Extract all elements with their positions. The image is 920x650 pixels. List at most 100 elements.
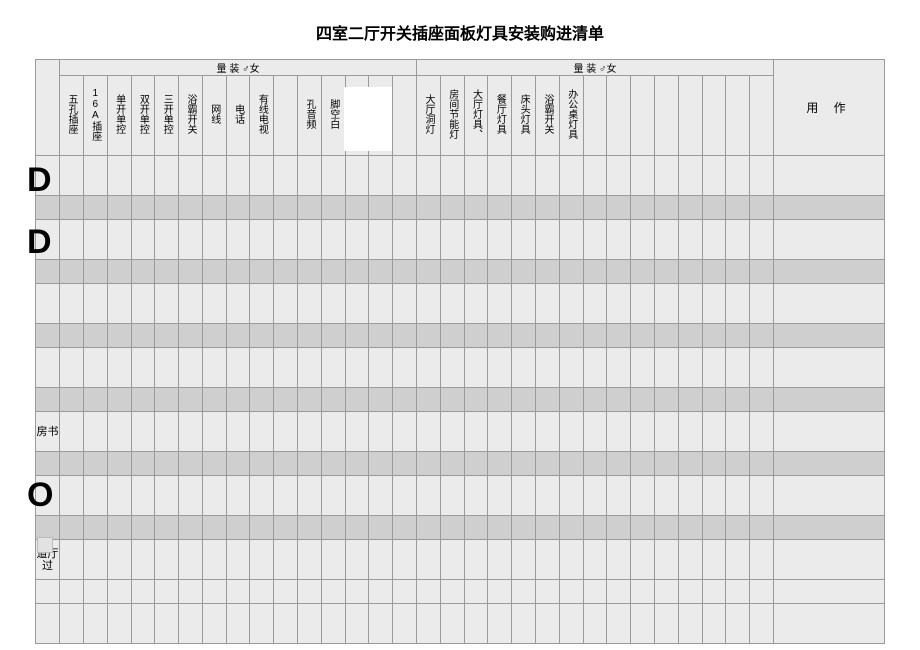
data-cell (155, 324, 179, 348)
column-header: 浴霸开关 (179, 76, 203, 156)
data-cell (226, 284, 250, 324)
column-header (678, 76, 702, 156)
column-header: 孔音频 (298, 76, 322, 156)
data-cell (417, 260, 441, 284)
data-cell (440, 604, 464, 644)
data-cell (345, 260, 369, 284)
data-cell (202, 580, 226, 604)
data-cell (631, 388, 655, 412)
data-cell (631, 580, 655, 604)
data-cell (274, 580, 298, 604)
data-cell (464, 260, 488, 284)
data-cell (488, 348, 512, 388)
data-cell (155, 476, 179, 516)
data-cell (750, 476, 774, 516)
data-cell (464, 540, 488, 580)
data-cell (559, 284, 583, 324)
data-cell (464, 476, 488, 516)
data-cell (750, 220, 774, 260)
data-cell (202, 156, 226, 196)
data-cell (369, 452, 393, 476)
data-cell (298, 580, 322, 604)
data-cell (464, 580, 488, 604)
data-cell (726, 476, 750, 516)
data-cell (321, 324, 345, 348)
data-cell (321, 220, 345, 260)
data-cell (464, 284, 488, 324)
data-cell (202, 284, 226, 324)
data-cell (179, 220, 203, 260)
data-cell (631, 516, 655, 540)
data-cell (678, 260, 702, 284)
data-cell (417, 220, 441, 260)
row-marker-letter: O (27, 476, 53, 515)
data-cell (107, 476, 131, 516)
data-cell (512, 516, 536, 540)
data-cell (631, 412, 655, 452)
data-cell (60, 324, 84, 348)
usage-cell (774, 604, 885, 644)
data-cell (250, 156, 274, 196)
data-cell (83, 580, 107, 604)
data-cell (583, 348, 607, 388)
data-cell (512, 196, 536, 220)
data-cell (726, 284, 750, 324)
data-cell (583, 388, 607, 412)
data-cell (155, 196, 179, 220)
data-cell (298, 388, 322, 412)
data-cell (179, 260, 203, 284)
data-cell (559, 412, 583, 452)
data-cell (440, 540, 464, 580)
data-cell (321, 452, 345, 476)
data-cell (179, 388, 203, 412)
data-cell (726, 220, 750, 260)
data-cell (464, 452, 488, 476)
data-cell (226, 476, 250, 516)
column-header (631, 76, 655, 156)
data-cell (678, 324, 702, 348)
column-header: 餐厅灯具 (488, 76, 512, 156)
data-cell (60, 412, 84, 452)
data-cell (107, 220, 131, 260)
data-cell (155, 516, 179, 540)
data-cell (440, 260, 464, 284)
data-cell (726, 348, 750, 388)
data-cell (607, 604, 631, 644)
white-mask-patch (344, 87, 392, 151)
usage-cell (774, 516, 885, 540)
data-cell (369, 516, 393, 540)
column-header: 单开单控 (107, 76, 131, 156)
data-cell (607, 452, 631, 476)
usage-cell (774, 348, 885, 388)
data-cell (417, 348, 441, 388)
table-row (36, 388, 885, 412)
data-cell (131, 348, 155, 388)
data-cell (107, 284, 131, 324)
data-cell (298, 324, 322, 348)
data-cell (60, 604, 84, 644)
data-cell (345, 412, 369, 452)
data-cell (631, 156, 655, 196)
data-cell (702, 412, 726, 452)
data-cell (655, 580, 679, 604)
data-cell (488, 196, 512, 220)
data-cell (83, 284, 107, 324)
group-header-left: 量 装 ♂女 (60, 60, 417, 76)
data-cell (440, 348, 464, 388)
data-cell (107, 388, 131, 412)
data-cell (250, 476, 274, 516)
data-cell (369, 412, 393, 452)
data-cell (321, 348, 345, 388)
data-cell (369, 604, 393, 644)
data-cell (583, 540, 607, 580)
data-cell (345, 476, 369, 516)
data-cell (750, 580, 774, 604)
data-cell (536, 284, 560, 324)
data-cell (321, 412, 345, 452)
data-cell (369, 476, 393, 516)
column-header: 大厅灯具、 (464, 76, 488, 156)
data-cell (702, 388, 726, 412)
data-cell (369, 388, 393, 412)
data-cell (583, 220, 607, 260)
data-cell (274, 540, 298, 580)
